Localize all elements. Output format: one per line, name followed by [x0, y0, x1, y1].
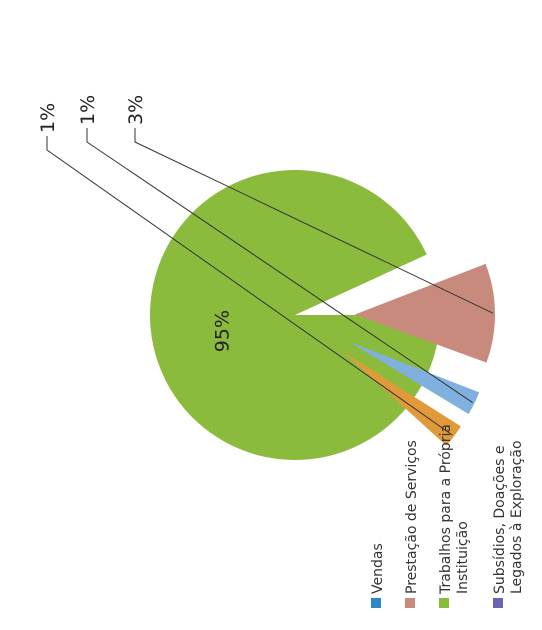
legend-label-prestacao-de-servicos: Prestação de Serviços — [404, 440, 420, 594]
pie-slice-prestacao-de-servicos — [354, 263, 495, 363]
legend-label-trabalhos-para-a-propria-instituicao: Trabalhos para a PrópriaInstituição — [438, 424, 471, 595]
pie-slice-variacoes-da-producao — [342, 351, 461, 446]
legend-swatch-subsidios-doacoes-e-legados-a-exploracao — [493, 598, 503, 608]
leader-line-juros-e-outros-rendimentos-obtidos — [86, 128, 473, 403]
leader-line-prestacao-de-servicos — [134, 128, 494, 314]
data-label-variacoes-da-producao: 1% — [37, 103, 59, 133]
data-label-trabalhos-para-a-propria-instituicao: 95% — [211, 310, 233, 352]
legend-label-vendas: Vendas — [370, 543, 386, 594]
leader-line-variacoes-da-producao — [46, 136, 453, 436]
legend-swatch-prestacao-de-servicos — [405, 598, 415, 608]
data-label-juros-e-outros-rendimentos-obtidos: 1% — [77, 95, 99, 125]
pie-slice-trabalhos-para-a-propria-instituicao — [150, 170, 440, 460]
legend-label-subsidios-doacoes-e-legados-a-exploracao: Subsídios, Doações eLegados à Exploração — [492, 440, 525, 594]
legend-swatch-vendas — [371, 598, 381, 608]
pie-slice-juros-e-outros-rendimentos-obtidos — [348, 341, 480, 415]
legend-swatch-trabalhos-para-a-propria-instituicao — [439, 598, 449, 608]
data-label-prestacao-de-servicos: 3% — [125, 95, 147, 125]
